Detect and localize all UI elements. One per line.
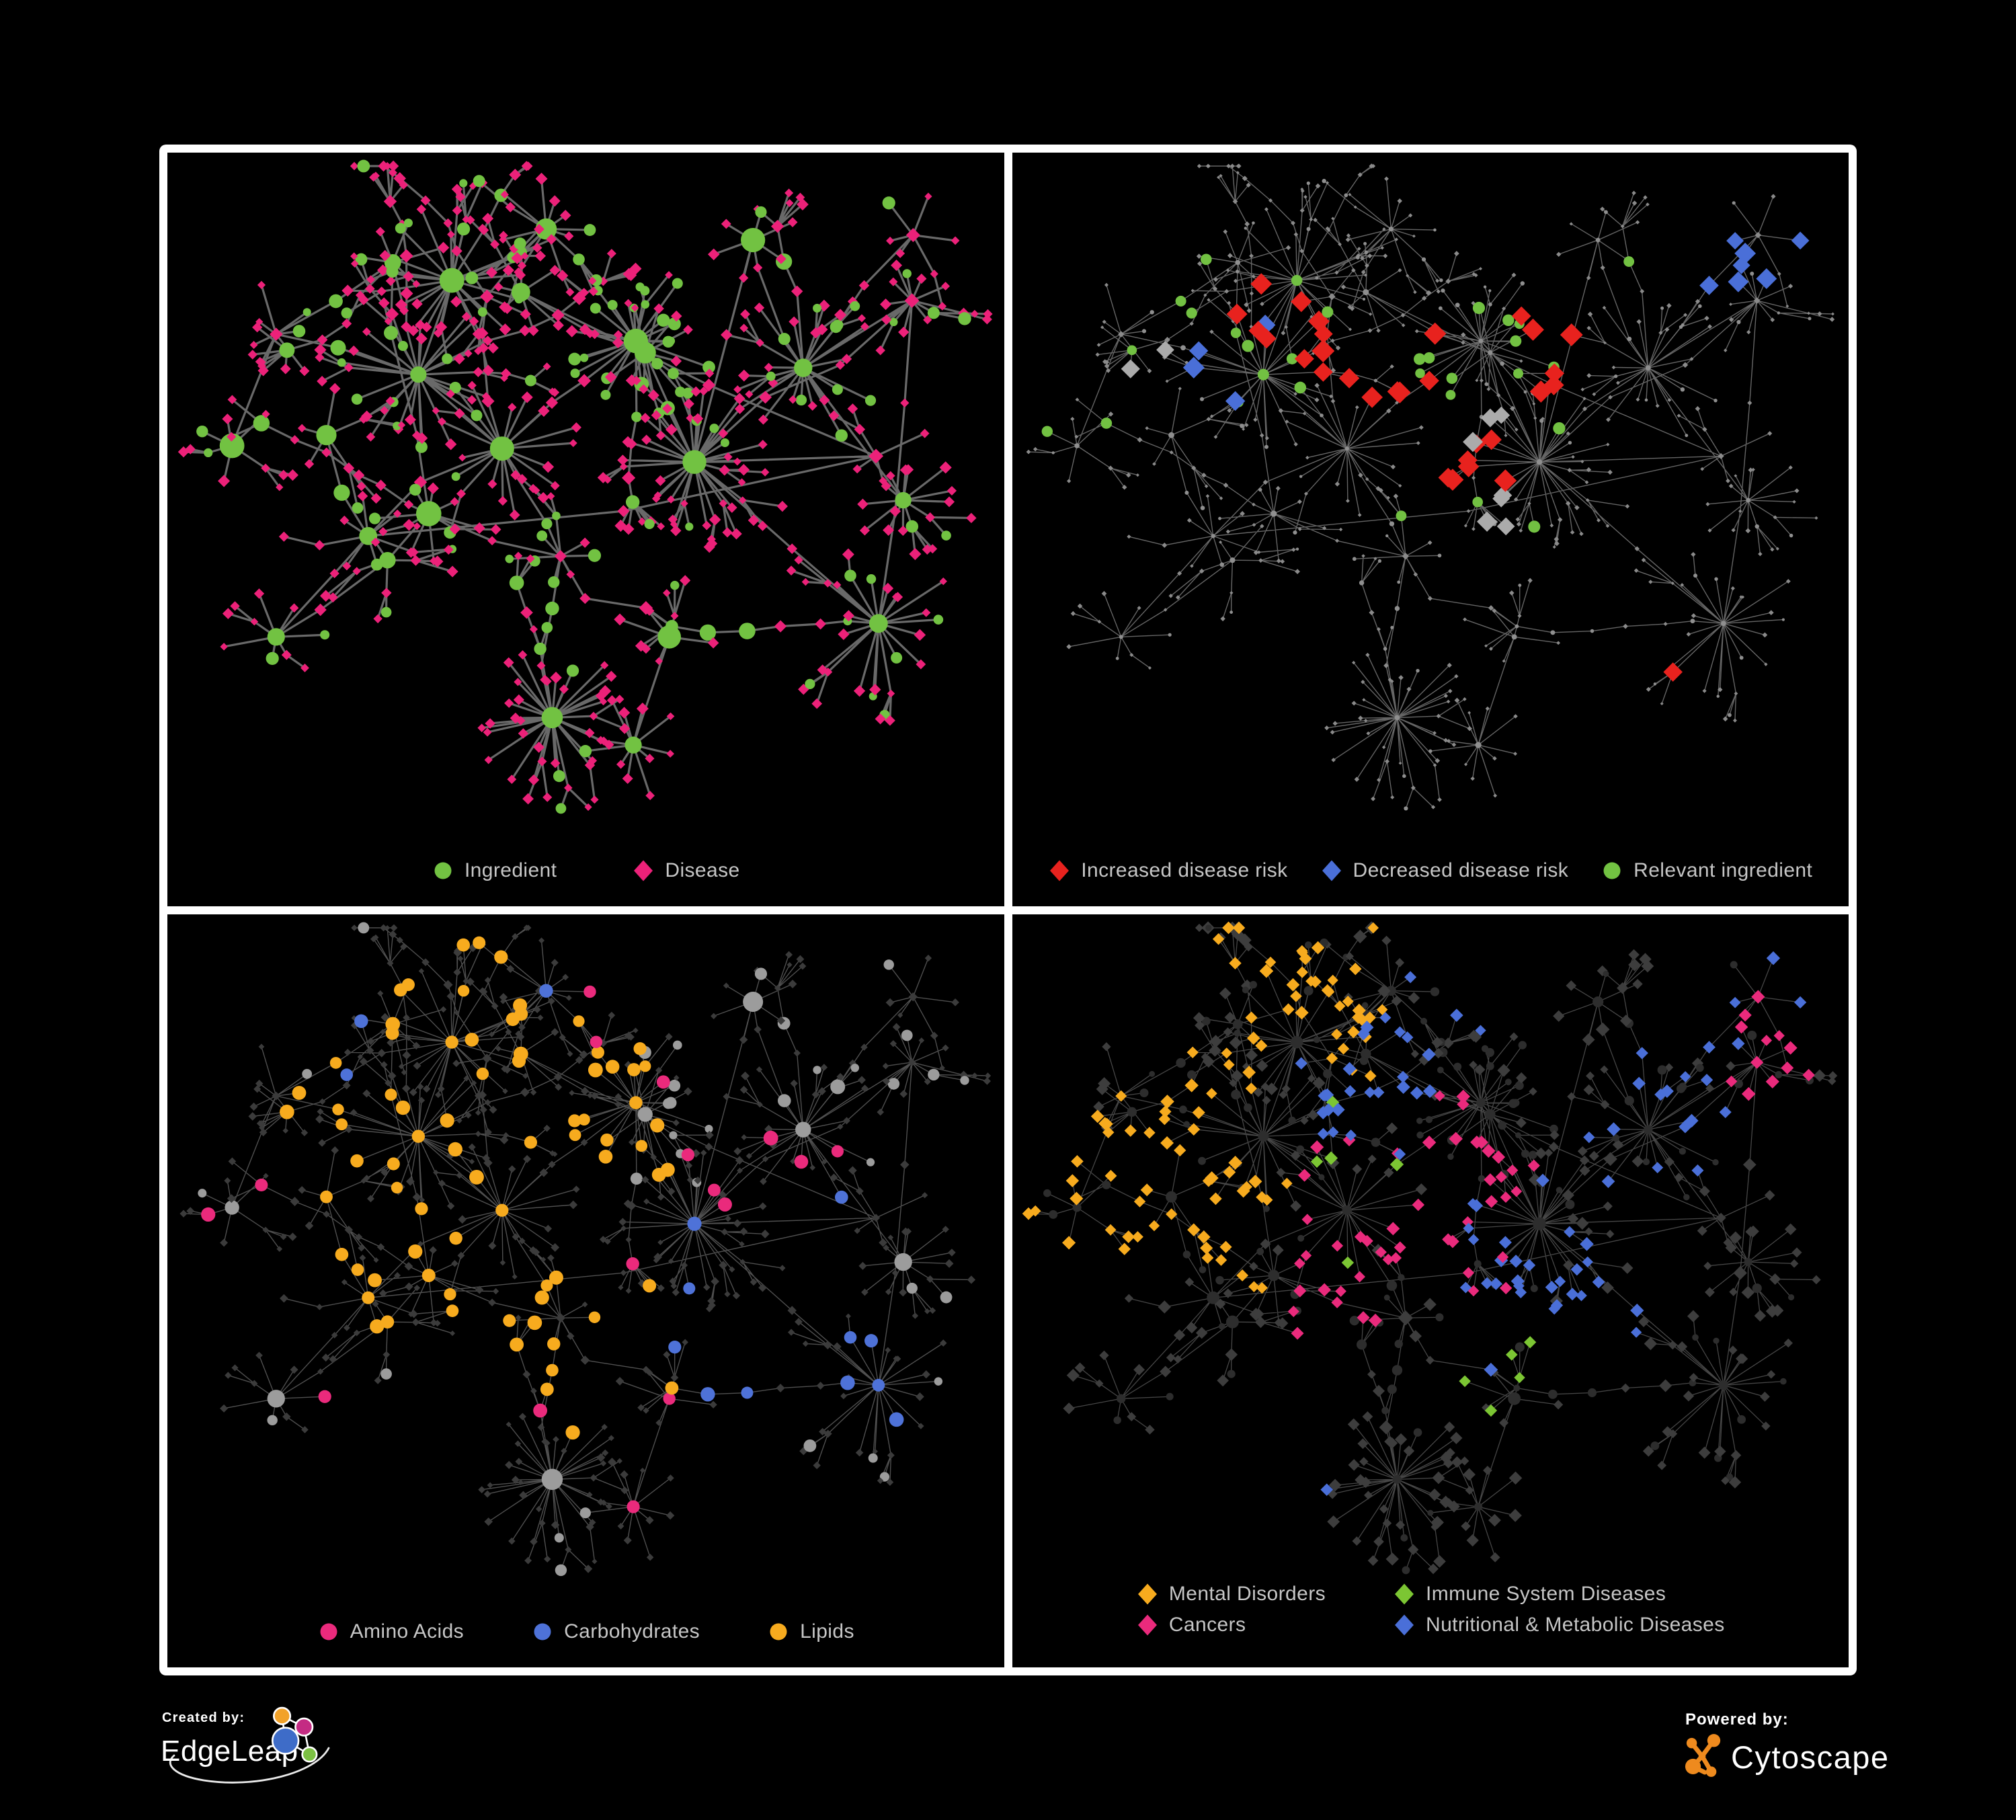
legend-item-nutritional-metabolic-diseases: Nutritional & Metabolic Diseases [1393, 1614, 1725, 1636]
legend-ingredient-disease: Ingredient Disease [167, 859, 1004, 882]
diamond-marker-icon [1137, 1583, 1157, 1605]
panel-disease-risk: Increased disease risk Decreased disease … [1012, 153, 1849, 906]
circle-marker-icon [1603, 862, 1621, 879]
legend-item-carbohydrates: Carbohydrates [531, 1620, 700, 1643]
diamond-marker-icon [1395, 1583, 1414, 1605]
legend-label: Immune System Diseases [1426, 1583, 1666, 1605]
legend-label: Ingredient [464, 859, 557, 881]
figure-frame: Ingredient Disease Increased disease risk… [159, 145, 1857, 1675]
powered-by-label: Powered by: [1685, 1710, 1789, 1729]
circle-marker-icon [770, 1623, 787, 1640]
cytoscape-logo [1685, 1734, 1721, 1777]
legend-chemical-class: Amino Acids Carbohydrates Lipids [167, 1620, 1004, 1643]
edgeleap-logo [271, 1706, 318, 1763]
legend-item-immune-system-diseases: Immune System Diseases [1393, 1583, 1725, 1606]
circle-marker-icon [434, 862, 452, 879]
panel-chemical-class: Amino Acids Carbohydrates Lipids [167, 914, 1004, 1667]
cytoscape-logo-slot [1684, 1733, 1723, 1781]
panel-ingredient-disease: Ingredient Disease [167, 153, 1004, 906]
legend-item-lipids: Lipids [767, 1620, 854, 1643]
legend-label: Relevant ingredient [1634, 859, 1813, 881]
edgeleap-credit: Created by: EdgeLeap [159, 1706, 509, 1820]
network-canvas-disease-risk [1026, 163, 1834, 811]
legend-item-ingredient: Ingredient [432, 859, 557, 882]
legend-item-disease: Disease [632, 859, 739, 882]
legend-disease-category: Mental Disorders Immune System Diseases Ca… [1012, 1583, 1849, 1636]
cytoscape-credit: Powered by: Cytoscape [1684, 1709, 1980, 1817]
legend-item-relevant-ingredient: Relevant ingredient [1601, 859, 1812, 882]
network-canvas-disease-category [1022, 920, 1837, 1574]
legend-item-increased-disease-risk: Increased disease risk [1048, 859, 1287, 882]
legend-disease-risk: Increased disease risk Decreased disease … [1012, 859, 1849, 882]
cytoscape-logo-row: Cytoscape [1684, 1733, 1890, 1781]
diamond-marker-icon [1050, 860, 1070, 881]
legend-item-decreased-disease-risk: Decreased disease risk [1320, 859, 1569, 882]
legend-label: Carbohydrates [564, 1620, 700, 1643]
legend-label: Nutritional & Metabolic Diseases [1426, 1614, 1725, 1636]
legend-label: Cancers [1168, 1614, 1246, 1636]
legend-item-mental-disorders: Mental Disorders [1136, 1583, 1326, 1606]
edgeleap-swoosh [169, 1747, 330, 1784]
cytoscape-wordmark: Cytoscape [1731, 1739, 1890, 1775]
diamond-marker-icon [634, 860, 653, 881]
legend-item-cancers: Cancers [1136, 1614, 1326, 1636]
legend-label: Lipids [800, 1620, 854, 1643]
panel-disease-category: Mental Disorders Immune System Diseases Ca… [1012, 914, 1849, 1667]
diamond-marker-icon [1322, 860, 1341, 881]
legend-label: Disease [665, 859, 740, 881]
diamond-marker-icon [1395, 1614, 1414, 1636]
circle-marker-icon [320, 1623, 337, 1640]
network-canvas-ingredient-disease [177, 159, 993, 814]
legend-label: Amino Acids [350, 1620, 465, 1643]
created-by-label: Created by: [162, 1710, 245, 1725]
legend-label: Mental Disorders [1168, 1583, 1326, 1605]
legend-label: Increased disease risk [1081, 859, 1288, 881]
diamond-marker-icon [1137, 1614, 1157, 1636]
legend-item-amino-acids: Amino Acids [317, 1620, 464, 1643]
legend-label: Decreased disease risk [1353, 859, 1569, 881]
network-canvas-chemical-class [179, 922, 992, 1576]
circle-marker-icon [534, 1623, 551, 1640]
